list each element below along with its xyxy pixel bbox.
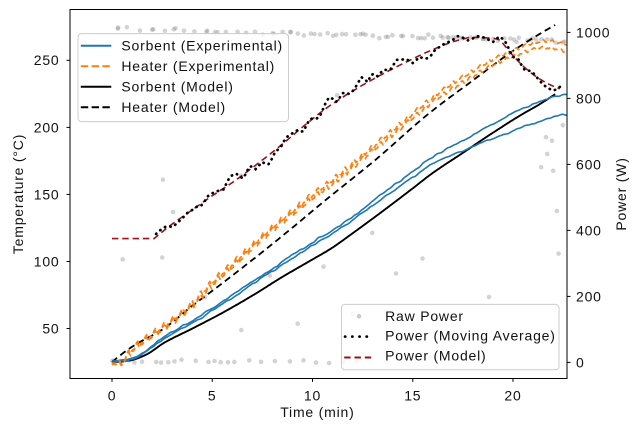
svg-text:100: 100: [34, 253, 60, 269]
svg-text:Raw Power: Raw Power: [385, 308, 464, 324]
svg-text:0: 0: [108, 388, 117, 404]
svg-text:Sorbent (Experimental): Sorbent (Experimental): [121, 38, 283, 54]
svg-text:15: 15: [404, 388, 421, 404]
svg-text:800: 800: [576, 90, 602, 106]
svg-text:150: 150: [34, 186, 60, 202]
svg-text:Time (min): Time (min): [280, 404, 354, 420]
svg-text:50: 50: [42, 320, 59, 336]
svg-text:250: 250: [34, 52, 60, 68]
svg-text:Heater (Model): Heater (Model): [121, 99, 226, 115]
svg-text:Heater (Experimental): Heater (Experimental): [121, 58, 275, 74]
svg-text:20: 20: [504, 388, 521, 404]
svg-text:Sorbent (Model): Sorbent (Model): [121, 79, 233, 95]
svg-text:200: 200: [34, 119, 60, 135]
svg-text:200: 200: [576, 288, 602, 304]
svg-text:1000: 1000: [576, 24, 610, 40]
svg-text:0: 0: [576, 354, 585, 370]
svg-text:10: 10: [304, 388, 321, 404]
svg-text:5: 5: [208, 388, 217, 404]
svg-text:400: 400: [576, 222, 602, 238]
svg-text:Power (Model): Power (Model): [385, 348, 486, 364]
svg-text:Temperature (°C): Temperature (°C): [10, 134, 26, 254]
svg-text:600: 600: [576, 156, 602, 172]
svg-text:Power (Moving Average): Power (Moving Average): [385, 328, 556, 344]
svg-text:Power (W): Power (W): [613, 157, 629, 230]
